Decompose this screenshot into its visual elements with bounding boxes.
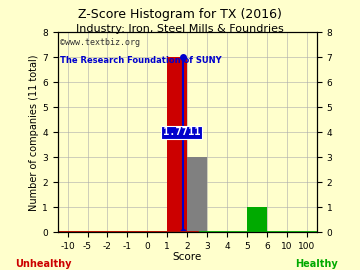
Bar	[247, 207, 267, 232]
Text: The Research Foundation of SUNY: The Research Foundation of SUNY	[60, 56, 222, 65]
Text: Z-Score Histogram for TX (2016): Z-Score Histogram for TX (2016)	[78, 8, 282, 21]
Text: 1.7711: 1.7711	[163, 127, 201, 137]
Text: Industry: Iron, Steel Mills & Foundries: Industry: Iron, Steel Mills & Foundries	[76, 24, 284, 34]
X-axis label: Score: Score	[172, 252, 202, 262]
Text: Unhealthy: Unhealthy	[15, 259, 71, 269]
Y-axis label: Number of companies (11 total): Number of companies (11 total)	[30, 54, 39, 211]
Bar	[167, 58, 187, 232]
Text: ©www.textbiz.org: ©www.textbiz.org	[60, 38, 140, 48]
Text: Healthy: Healthy	[296, 259, 338, 269]
Bar	[187, 157, 207, 232]
